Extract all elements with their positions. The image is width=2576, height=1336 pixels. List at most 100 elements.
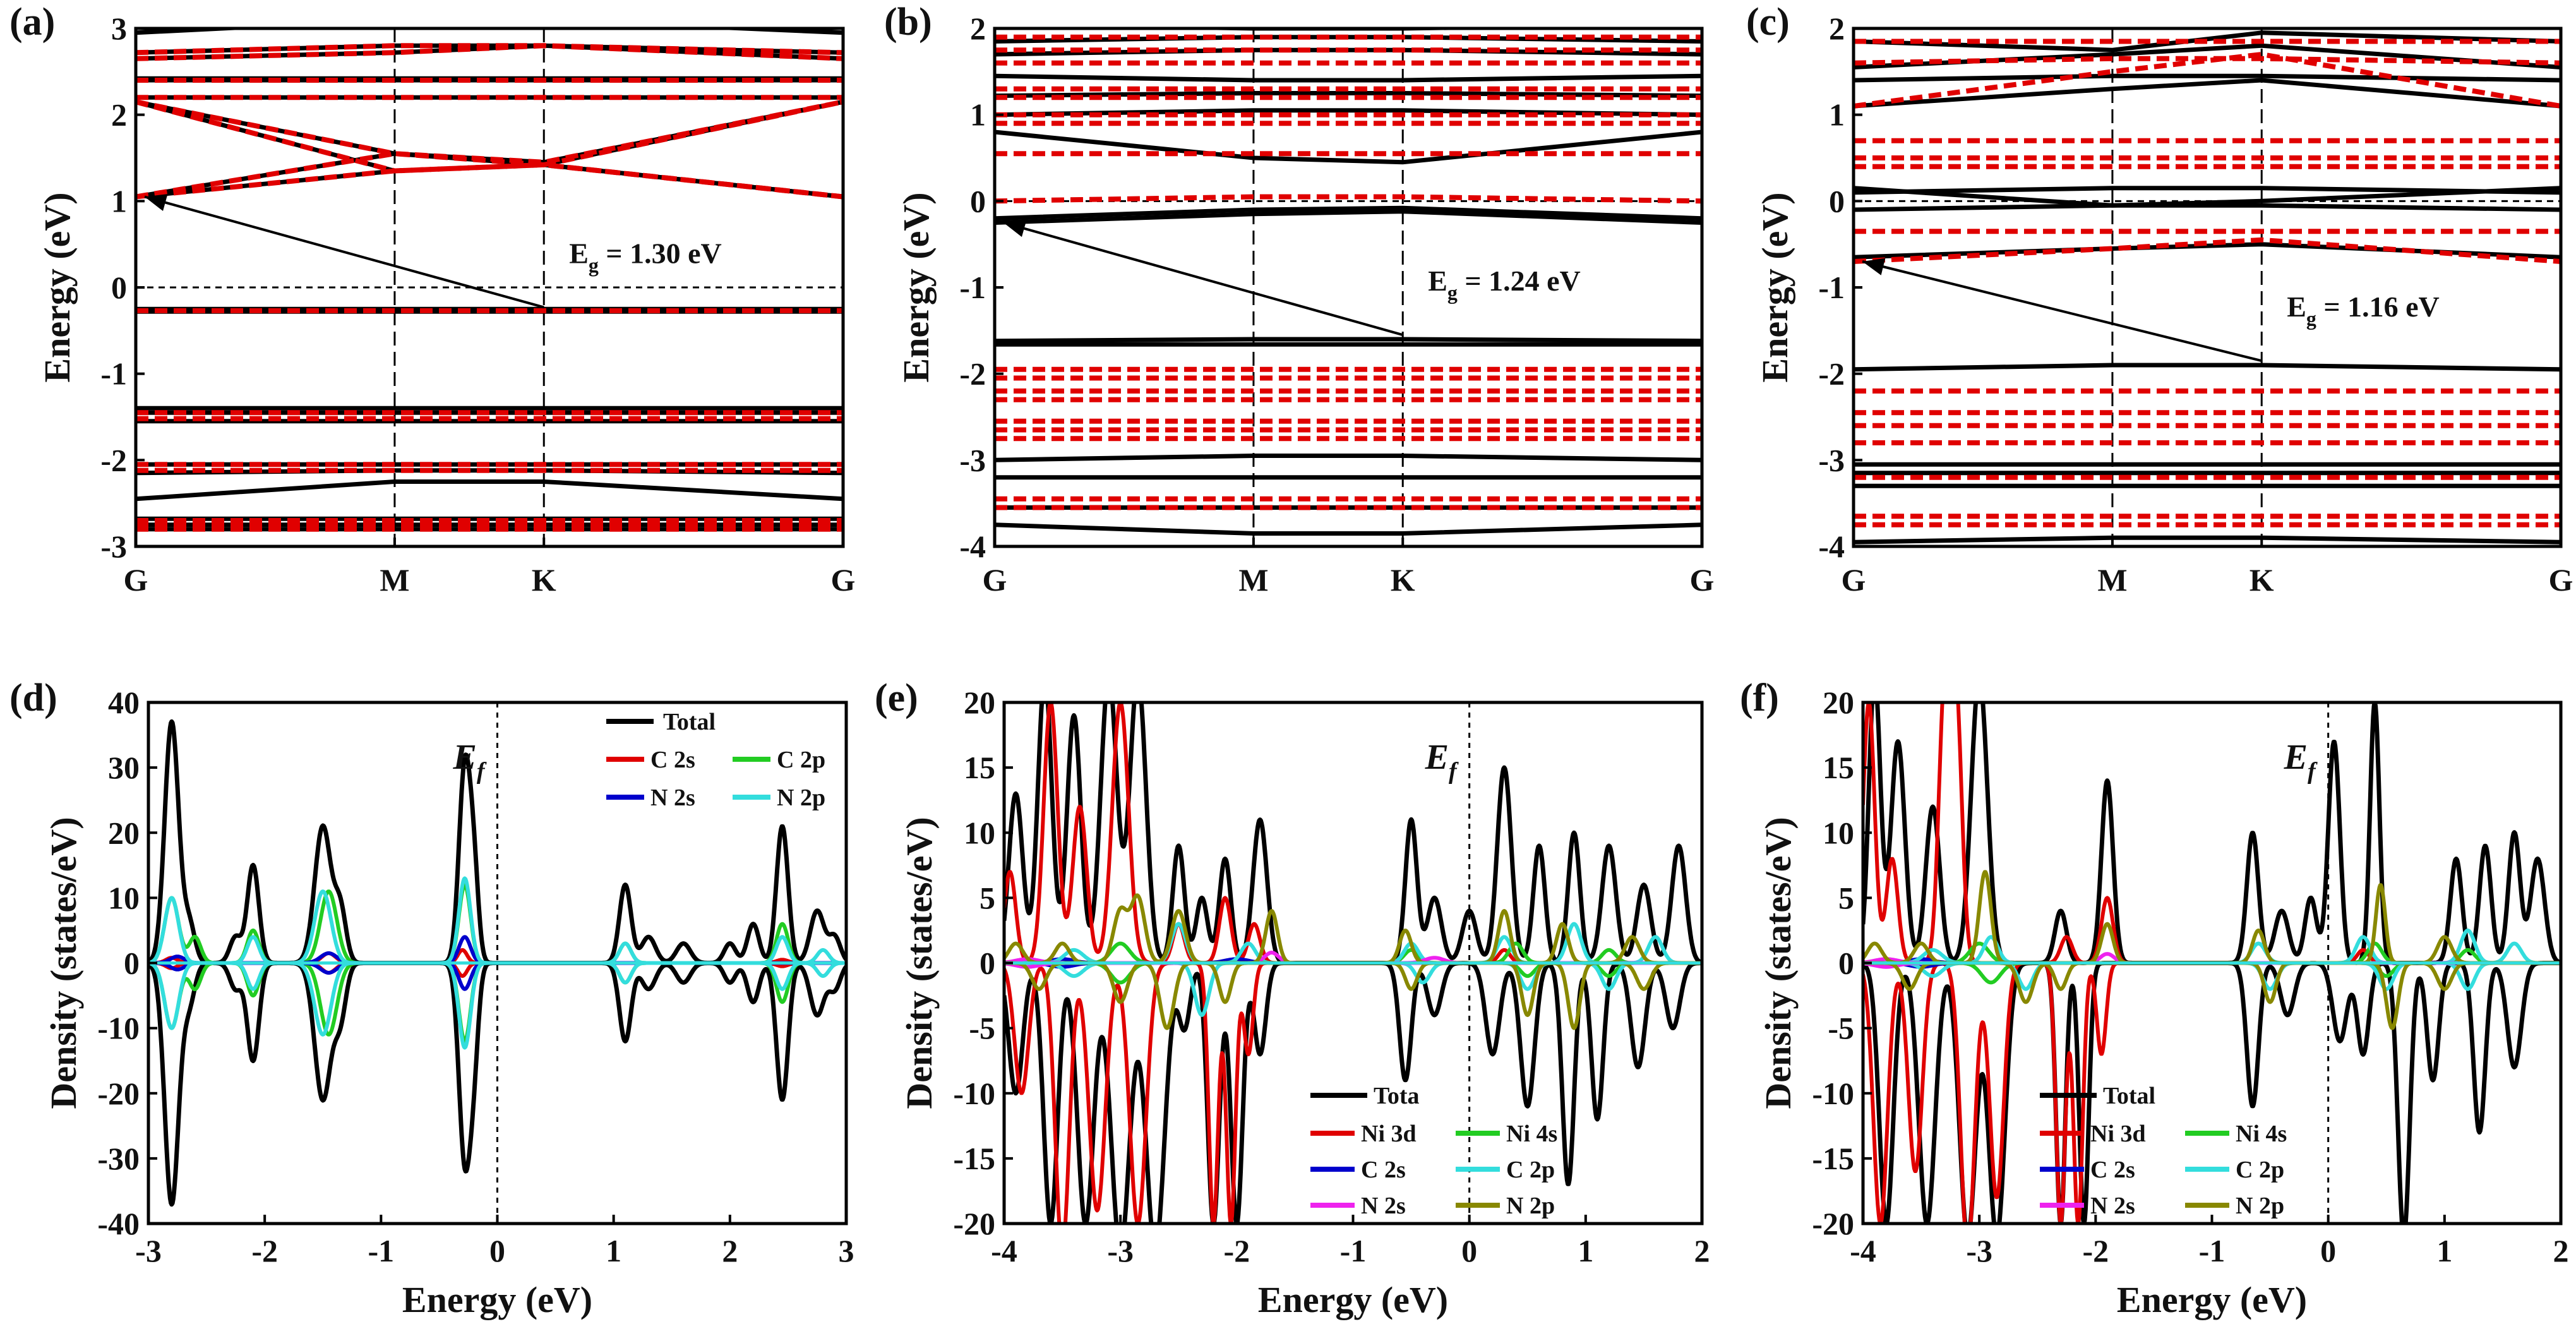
legend-label: N 2s xyxy=(2090,1193,2135,1219)
legend-label: Ni 4s xyxy=(1506,1121,1557,1147)
y-tick-label: -20 xyxy=(1812,1206,1854,1241)
band-gap-arrowhead xyxy=(1862,258,1886,275)
fermi-label: Ef xyxy=(1425,738,1459,785)
y-tick-label: 10 xyxy=(1823,815,1854,850)
x-tick-label: 2 xyxy=(722,1233,738,1268)
band-gap-label: Eg = 1.16 eV xyxy=(2287,291,2440,330)
fermi-sub: f xyxy=(1449,758,1459,785)
x-tick-label: G xyxy=(983,562,1007,598)
y-tick-label: 5 xyxy=(1838,880,1854,915)
band-gap-e: E xyxy=(569,237,589,269)
x-tick-label: G xyxy=(1690,562,1715,598)
y-tick-label: 1 xyxy=(1829,97,1845,133)
y-tick-label: 20 xyxy=(108,815,140,850)
y-tick-label: 2 xyxy=(970,11,986,46)
y-tick-label: -4 xyxy=(1818,529,1845,564)
band-gap-sub: g xyxy=(2306,307,2316,330)
y-tick-label: 0 xyxy=(124,946,140,981)
x-tick-label: G xyxy=(2549,562,2573,598)
fermi-sub: f xyxy=(477,758,487,785)
y-axis-title: Energy (eV) xyxy=(896,192,937,382)
x-tick-label: 1 xyxy=(1578,1233,1593,1268)
y-tick-label: 2 xyxy=(1829,11,1845,46)
plot-area xyxy=(148,702,846,1224)
y-tick-label: 0 xyxy=(979,946,995,981)
band-gap-arrow xyxy=(1003,221,1403,337)
band-dashed xyxy=(136,162,843,200)
plot-frame xyxy=(1852,27,2563,548)
legend-label: Ni 3d xyxy=(1361,1121,1417,1147)
band-dashed xyxy=(1854,237,2561,264)
legend-label: N 2s xyxy=(650,785,695,811)
y-tick-label: -3 xyxy=(100,529,127,564)
x-tick-label: -3 xyxy=(1966,1233,1992,1268)
x-tick-label: -4 xyxy=(1850,1233,1876,1268)
y-tick-label: -3 xyxy=(1818,442,1845,478)
legend-label: Ni 3d xyxy=(2090,1121,2146,1147)
x-tick-label: 2 xyxy=(1694,1233,1710,1268)
x-tick-label: 0 xyxy=(1461,1233,1477,1268)
panel-label: (b) xyxy=(884,1,932,44)
band-solid xyxy=(1854,73,2561,83)
band-dashed xyxy=(1854,56,2561,66)
band-solid xyxy=(995,205,1702,221)
y-tick-label: -30 xyxy=(97,1141,140,1176)
fermi-e: E xyxy=(1425,738,1449,777)
y-axis-title: Density (states/eV) xyxy=(43,817,84,1109)
plot-area xyxy=(1854,28,2561,546)
band-solid xyxy=(1854,363,2561,372)
y-tick-label: 0 xyxy=(970,183,986,219)
plot-frame xyxy=(993,27,1704,548)
plot-frame xyxy=(147,701,848,1225)
band-gap-sub: g xyxy=(589,253,599,276)
band-solid xyxy=(995,522,1702,536)
x-tick-label: -4 xyxy=(991,1233,1017,1268)
y-axis-title: Energy (eV) xyxy=(37,192,78,382)
y-axis-title: Density (states/eV) xyxy=(899,817,940,1109)
fermi-e: E xyxy=(2284,738,2308,777)
plot-area xyxy=(1863,702,2561,1224)
band-gap-e: E xyxy=(1428,265,1447,297)
x-axis-title: Energy (eV) xyxy=(402,1279,592,1320)
y-tick-label: 15 xyxy=(1823,750,1854,785)
x-tick-label: -2 xyxy=(251,1233,278,1268)
band-solid xyxy=(995,73,1702,83)
y-tick-label: -1 xyxy=(959,270,986,305)
legend-label: N 2p xyxy=(2236,1193,2284,1219)
y-tick-label: 0 xyxy=(111,270,127,305)
x-tick-label: 1 xyxy=(606,1233,621,1268)
y-tick-label: -15 xyxy=(953,1141,995,1176)
x-tick-label: K xyxy=(2250,562,2274,598)
band-dashed xyxy=(136,99,843,174)
legend-label: N 2s xyxy=(1361,1193,1406,1219)
legend-label-total: Total xyxy=(663,709,716,735)
fermi-sub: f xyxy=(2308,758,2318,785)
plot-frame xyxy=(1002,701,1704,1225)
band-solid xyxy=(995,454,1702,462)
y-tick-label: -4 xyxy=(959,529,986,564)
x-tick-label: -2 xyxy=(1224,1233,1250,1268)
band-solid xyxy=(995,91,1702,99)
panel-label: (f) xyxy=(1740,677,1779,719)
band-gap-arrowhead xyxy=(145,194,168,212)
y-tick-label: -1 xyxy=(100,356,127,392)
y-tick-label: -1 xyxy=(1818,270,1845,305)
y-tick-label: 10 xyxy=(108,880,140,915)
y-tick-label: 0 xyxy=(1829,183,1845,219)
fermi-label: Ef xyxy=(2284,738,2318,785)
band-solid xyxy=(1854,43,2561,69)
y-tick-label: -10 xyxy=(953,1076,995,1111)
x-tick-label: K xyxy=(532,562,556,598)
band-solid xyxy=(136,479,843,502)
x-axis-title: Energy (eV) xyxy=(1258,1279,1448,1320)
x-tick-label: -3 xyxy=(1107,1233,1134,1268)
y-tick-label: -10 xyxy=(97,1011,140,1046)
plot-frame xyxy=(134,27,845,548)
y-tick-label: -2 xyxy=(100,442,127,478)
band-solid xyxy=(995,209,1702,225)
band-gap-value: = 1.24 eV xyxy=(1458,265,1581,297)
